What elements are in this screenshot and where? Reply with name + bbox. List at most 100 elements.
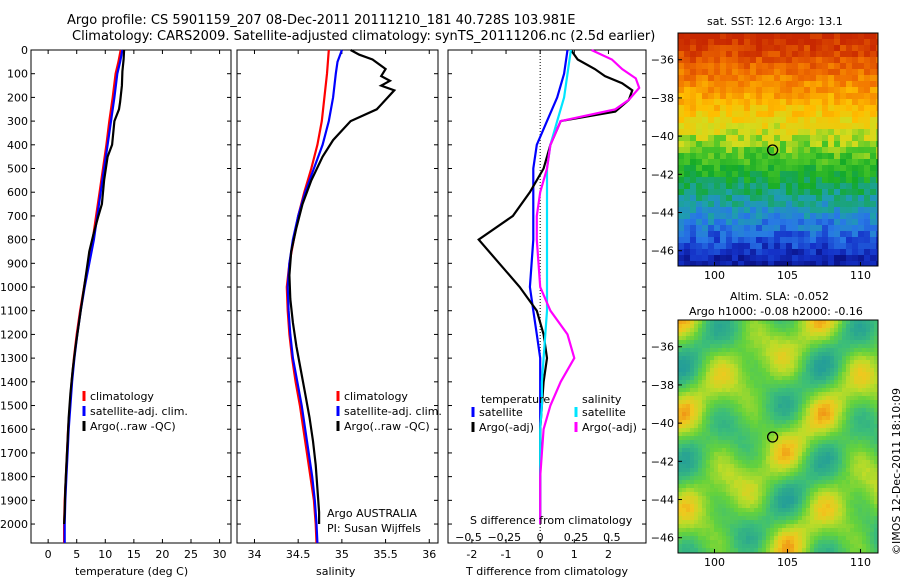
map-cell [828,63,834,69]
map-cell [818,400,822,404]
map-cell [810,476,814,480]
map-cell [858,420,862,424]
map-cell [750,440,754,444]
map-cell [810,225,816,231]
map-cell [792,183,798,189]
map-cell [734,436,738,440]
map-cell [840,57,846,63]
map-cell [774,45,780,51]
map-cell [702,183,708,189]
map-cell [678,189,684,195]
map-cell [798,147,804,153]
map-cell [750,261,756,266]
map-cell [862,500,866,504]
map-cell [746,416,750,420]
map-cell [678,376,682,380]
map-cell [862,408,866,412]
map-cell [702,508,706,512]
map-cell [720,141,726,147]
map-cell [794,332,798,336]
map-cell [852,39,858,45]
map-cell [778,404,782,408]
map-cell [850,320,854,324]
map-cell [744,231,750,237]
map-cell [834,408,838,412]
map-cell [726,440,730,444]
map-cell [774,99,780,105]
map-cell [738,141,744,147]
map-cell [814,320,818,324]
map-cell [714,436,718,440]
map-cell [794,472,798,476]
map-cell [778,532,782,536]
map-cell [840,111,846,117]
map-cell [774,504,778,508]
map-cell [782,392,786,396]
map-cell [782,528,786,532]
map-cell [678,141,684,147]
map-cell [726,380,730,384]
map-cell [870,195,876,201]
map-cell [762,460,766,464]
map-cell [862,340,866,344]
map-cell [706,464,710,468]
map-cell [786,504,790,508]
map-cell [846,141,852,147]
map-cell [822,364,826,368]
map-cell [702,356,706,360]
map-cell [822,111,828,117]
map-cell [694,524,698,528]
map-cell [768,171,774,177]
map-cell [690,117,696,123]
map-cell [750,412,754,416]
map-cell [738,153,744,159]
map-cell [810,364,814,368]
map-cell [794,432,798,436]
map-cell [746,512,750,516]
map-cell [732,159,738,165]
map-cell [682,440,686,444]
map-cell [714,536,718,540]
map-cell [722,424,726,428]
map-cell [758,516,762,520]
map-cell [778,440,782,444]
map-cell [702,472,706,476]
map-cell [810,544,814,548]
map-cell [726,195,732,201]
map-cell [814,364,818,368]
map-cell [726,432,730,436]
map-cell [710,484,714,488]
map-cell [694,484,698,488]
map-cell [866,408,870,412]
map-cell [798,500,802,504]
map-cell [874,328,878,332]
map-cell [818,428,822,432]
map-cell [762,261,768,266]
map-cell [762,516,766,520]
map-cell [822,512,826,516]
map-cell [714,195,720,201]
map-cell [702,432,706,436]
map-cell [718,472,722,476]
map-cell [754,448,758,452]
map-cell [696,237,702,243]
map-cell [870,504,874,508]
map-cell [710,468,714,472]
map-cell [706,548,710,552]
map-cell [718,352,722,356]
map-cell [786,368,790,372]
map-cell [742,488,746,492]
map-cell [866,388,870,392]
map-cell [830,444,834,448]
map-cell [710,460,714,464]
map-cell [786,141,792,147]
map-cell [790,524,794,528]
map-cell [804,249,810,255]
map-cell [830,484,834,488]
map-cell [762,540,766,544]
map-cell [694,520,698,524]
map-cell [754,420,758,424]
map-cell [750,159,756,165]
map-cell [698,464,702,468]
map-cell [770,496,774,500]
